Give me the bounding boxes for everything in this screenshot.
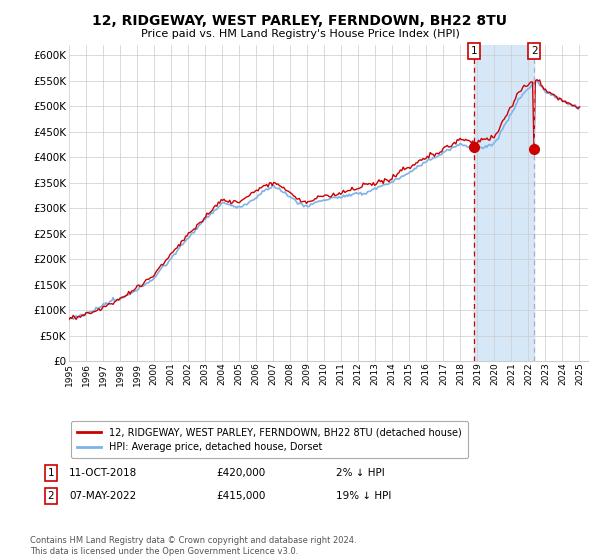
Text: Contains HM Land Registry data © Crown copyright and database right 2024.
This d: Contains HM Land Registry data © Crown c… [30, 536, 356, 556]
Text: 1: 1 [47, 468, 55, 478]
Text: 19% ↓ HPI: 19% ↓ HPI [336, 491, 391, 501]
Text: £420,000: £420,000 [216, 468, 265, 478]
Bar [473, 45, 535, 361]
Text: 1: 1 [470, 46, 477, 56]
Text: 11-OCT-2018: 11-OCT-2018 [69, 468, 137, 478]
Text: 2: 2 [531, 46, 538, 56]
Text: Price paid vs. HM Land Registry's House Price Index (HPI): Price paid vs. HM Land Registry's House … [140, 29, 460, 39]
Text: 07-MAY-2022: 07-MAY-2022 [69, 491, 136, 501]
Text: 2: 2 [47, 491, 55, 501]
Text: £415,000: £415,000 [216, 491, 265, 501]
Text: 2% ↓ HPI: 2% ↓ HPI [336, 468, 385, 478]
Text: 12, RIDGEWAY, WEST PARLEY, FERNDOWN, BH22 8TU: 12, RIDGEWAY, WEST PARLEY, FERNDOWN, BH2… [92, 14, 508, 28]
Legend: 12, RIDGEWAY, WEST PARLEY, FERNDOWN, BH22 8TU (detached house), HPI: Average pri: 12, RIDGEWAY, WEST PARLEY, FERNDOWN, BH2… [71, 422, 468, 458]
